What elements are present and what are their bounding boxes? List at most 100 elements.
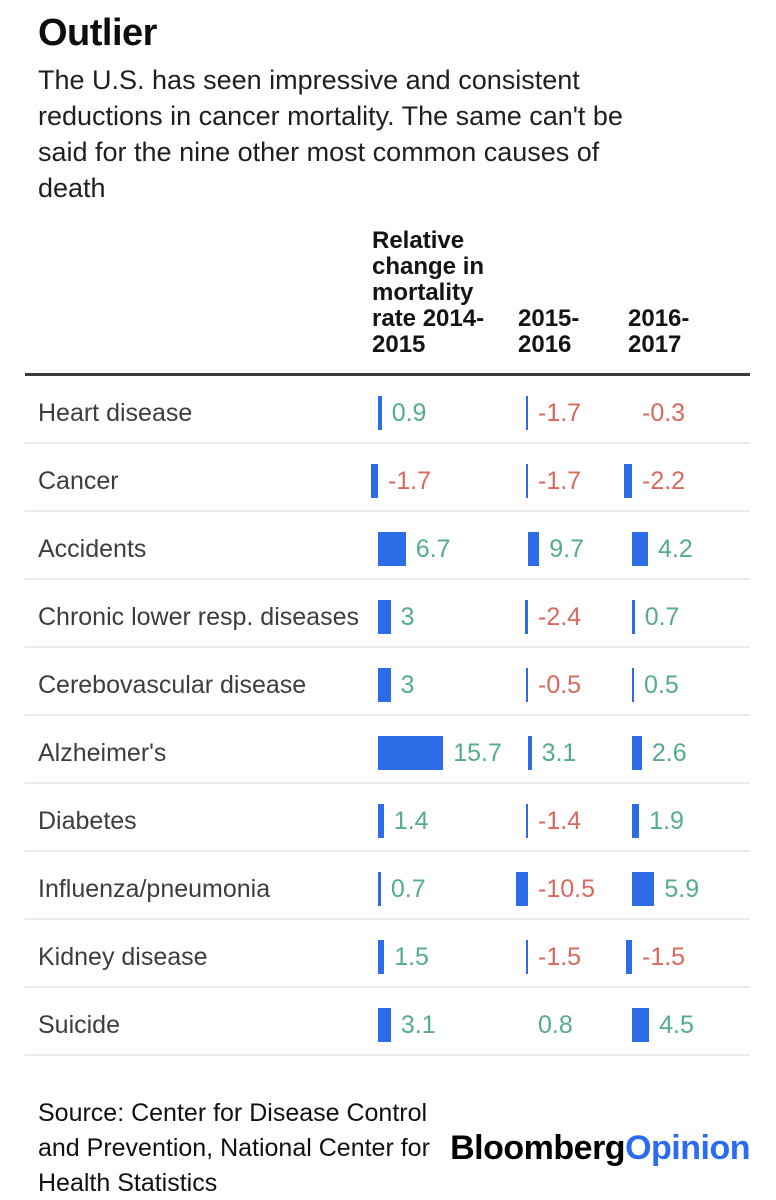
value-bar — [526, 668, 528, 702]
value-bar — [378, 600, 391, 634]
chart-subtitle: The U.S. has seen impressive and consist… — [38, 65, 623, 203]
value-label: 1.4 — [393, 807, 429, 835]
bar-cell-2015-2016: -2.4 — [518, 580, 628, 646]
table-row: Influenza/pneumonia 0.7 -10.5 5.9 — [25, 852, 750, 920]
logo-opinion: Opinion — [625, 1129, 750, 1167]
value-bar — [370, 464, 378, 498]
row-label: Cerebovascular disease — [38, 671, 307, 699]
value-bar — [378, 872, 381, 906]
value-label: 3 — [400, 603, 415, 631]
value-bar — [526, 464, 528, 498]
value-label: -1.7 — [538, 399, 582, 427]
row-label: Accidents — [38, 535, 147, 563]
bar-cell-2014-2015: 3.1 — [372, 988, 518, 1054]
value-label: 0.7 — [644, 603, 680, 631]
value-bar — [526, 396, 528, 430]
value-label: -1.5 — [538, 943, 582, 971]
value-label: 0.5 — [644, 671, 679, 699]
bar-cell-2014-2015: -1.7 — [370, 444, 518, 510]
value-label: -0.3 — [642, 399, 686, 427]
column-header-2015-2016: 2015- 2016 — [518, 305, 580, 358]
value-label: -2.4 — [538, 603, 582, 631]
bar-cell-2016-2017: 0.7 — [628, 580, 750, 646]
value-label: -1.4 — [538, 807, 582, 835]
value-label: 1.9 — [649, 807, 684, 835]
value-label: 5.9 — [664, 875, 700, 903]
table-row: Kidney disease 1.5 -1.5 -1.5 — [25, 920, 750, 988]
value-label: 4.5 — [659, 1011, 694, 1039]
logo-bloomberg: Bloomberg — [450, 1129, 626, 1167]
bar-cell-2014-2015: 0.7 — [372, 852, 518, 918]
value-bar — [378, 668, 391, 702]
value-bar — [378, 396, 382, 430]
bar-cell-2016-2017: 1.9 — [628, 784, 750, 850]
bar-cell-2014-2015: 3 — [372, 648, 518, 714]
value-label: 9.7 — [549, 535, 584, 563]
table-row: Chronic lower resp. diseases 3 -2.4 0.7 — [25, 580, 750, 648]
bar-cell-2015-2016: -0.5 — [518, 648, 628, 714]
value-bar — [632, 804, 640, 838]
value-label: -2.2 — [642, 467, 686, 495]
bar-cell-2016-2017: 4.2 — [628, 512, 750, 578]
row-label: Suicide — [38, 1011, 120, 1039]
bar-cell-2016-2017: 2.6 — [628, 716, 750, 782]
value-label: 3.1 — [541, 739, 577, 767]
value-bar — [378, 940, 385, 974]
table-row: Cancer -1.7 -1.7 -2.2 — [25, 444, 750, 512]
bar-cell-2015-2016: 3.1 — [518, 716, 628, 782]
bar-cell-2016-2017: -1.5 — [626, 920, 750, 986]
value-bar — [528, 736, 532, 770]
value-bar — [378, 736, 444, 770]
value-bar — [632, 736, 642, 770]
value-label: -10.5 — [538, 875, 595, 903]
value-label: -1.7 — [388, 467, 432, 495]
bloomberg-opinion-logo: BloombergOpinion — [450, 1129, 750, 1168]
table-row: Diabetes 1.4 -1.4 1.9 — [25, 784, 750, 852]
table-row: Heart disease 0.9 -1.7 -0.3 — [25, 376, 750, 444]
bar-cell-2014-2015: 1.5 — [372, 920, 518, 986]
row-label: Chronic lower resp. diseases — [38, 603, 359, 631]
row-label: Kidney disease — [38, 943, 208, 971]
bar-cell-2016-2017: -2.2 — [623, 444, 750, 510]
row-label: Cancer — [38, 467, 119, 495]
value-bar — [378, 804, 384, 838]
bar-cell-2016-2017: 5.9 — [628, 852, 750, 918]
bar-cell-2014-2015: 3 — [372, 580, 518, 646]
value-label: 15.7 — [453, 739, 502, 767]
value-label: 3.1 — [400, 1011, 436, 1039]
value-bar — [632, 1008, 650, 1042]
value-label: -1.5 — [642, 943, 686, 971]
column-header-2014-2015: Relative change in mortality rate 2014- … — [372, 227, 485, 358]
value-bar — [623, 464, 632, 498]
bar-cell-2014-2015: 15.7 — [372, 716, 518, 782]
bar-cell-2015-2016: -1.7 — [518, 444, 628, 510]
bar-cell-2015-2016: -1.5 — [518, 920, 628, 986]
chart-footer: Source: Center for Disease Control and P… — [25, 1096, 750, 1200]
bar-cell-2015-2016: -1.4 — [518, 784, 628, 850]
value-label: 2.6 — [651, 739, 687, 767]
column-header-2016-2017: 2016- 2017 — [628, 305, 690, 358]
source-note: Source: Center for Disease Control and P… — [38, 1099, 430, 1197]
bar-cell-2015-2016: 0.8 — [518, 988, 628, 1054]
table-row: Suicide 3.1 0.8 4.5 — [25, 988, 750, 1056]
value-bar — [632, 600, 635, 634]
bar-cell-2014-2015: 0.9 — [372, 376, 518, 442]
bar-cell-2015-2016: -10.5 — [515, 852, 628, 918]
value-bar — [526, 804, 528, 838]
value-bar — [626, 940, 632, 974]
value-label: 1.5 — [394, 943, 429, 971]
row-label: Heart disease — [38, 399, 193, 427]
value-bar — [528, 532, 540, 566]
value-label: 6.7 — [415, 535, 451, 563]
value-label: 3 — [400, 671, 415, 699]
row-label: Diabetes — [38, 807, 137, 835]
value-bar — [632, 668, 634, 702]
row-label: Influenza/pneumonia — [38, 875, 271, 903]
bar-cell-2014-2015: 6.7 — [372, 512, 518, 578]
bar-cell-2015-2016: -1.7 — [518, 376, 628, 442]
value-label: 0.7 — [390, 875, 426, 903]
value-bar — [378, 1008, 391, 1042]
value-label: 4.2 — [658, 535, 693, 563]
bar-cell-2016-2017: 4.5 — [628, 988, 750, 1054]
row-label: Alzheimer's — [38, 739, 167, 767]
